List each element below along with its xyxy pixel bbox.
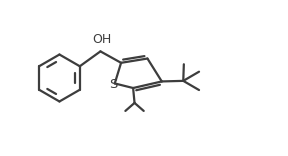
Text: OH: OH [92, 33, 111, 46]
Text: S: S [109, 78, 118, 91]
